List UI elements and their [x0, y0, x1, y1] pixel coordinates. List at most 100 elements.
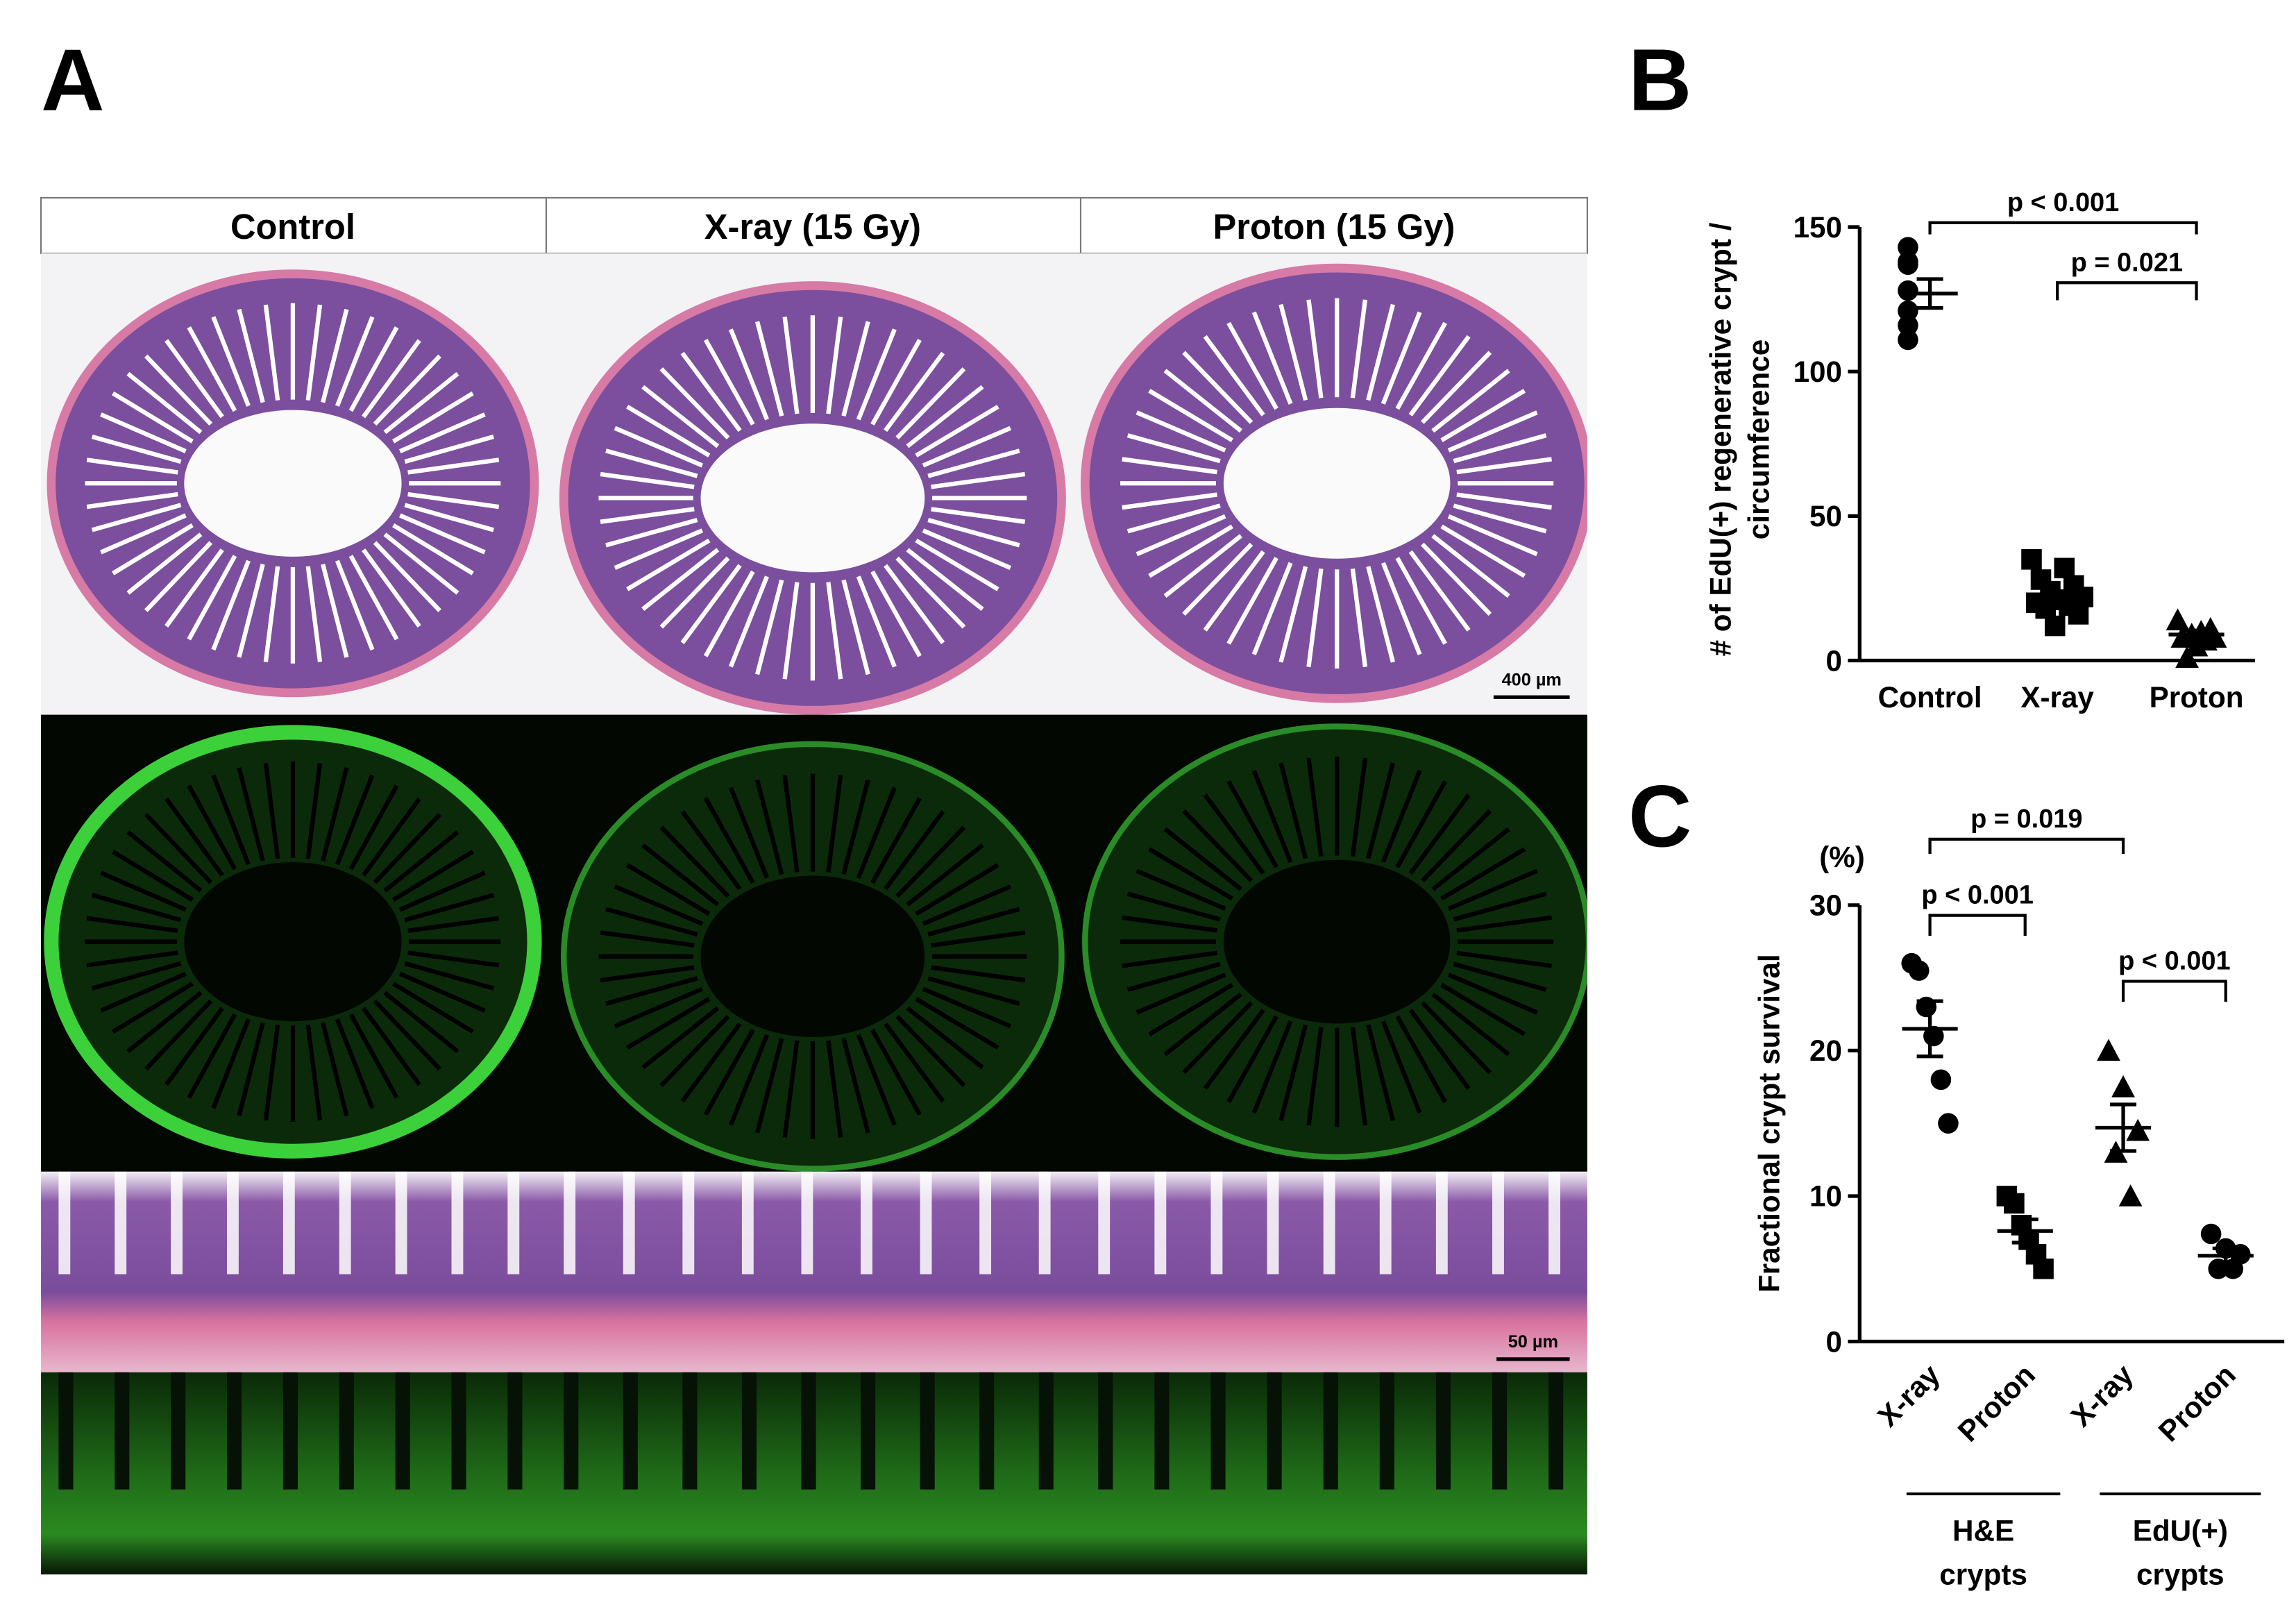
- comparison-bracket: [2056, 281, 2198, 301]
- villus: [600, 471, 695, 489]
- villus: [1122, 492, 1217, 510]
- villus: [126, 991, 203, 1054]
- villus: [703, 570, 755, 657]
- data-point: [1898, 314, 1918, 336]
- crypt: [1379, 1171, 1392, 1275]
- villus: [605, 448, 698, 478]
- villus: [237, 308, 265, 403]
- villus: [1306, 568, 1324, 668]
- crypt: [623, 1171, 635, 1275]
- crypt: [1548, 1372, 1564, 1490]
- villus: [1122, 457, 1217, 475]
- data-point: [2054, 557, 2075, 579]
- villus: [922, 528, 1012, 570]
- villus: [1278, 762, 1308, 859]
- x-tick-label: Control: [1878, 681, 1982, 714]
- crypt: [507, 1372, 523, 1490]
- crypt: [741, 1171, 754, 1275]
- y-tick-label: 0: [1826, 1325, 1842, 1358]
- villus: [626, 538, 711, 591]
- column-header: X-ray (15 Gy): [704, 207, 921, 246]
- villus: [884, 810, 945, 891]
- villus: [335, 1018, 375, 1109]
- villus: [211, 560, 251, 651]
- y-tick-label: 30: [1809, 889, 1842, 922]
- villus: [703, 1029, 755, 1116]
- data-point: [2033, 1258, 2054, 1279]
- villus: [404, 961, 494, 991]
- crypt: [1038, 1372, 1054, 1490]
- crypt: [1210, 1171, 1223, 1275]
- villus: [1456, 492, 1552, 510]
- villus: [348, 555, 399, 641]
- villus: [1251, 1020, 1293, 1114]
- villus: [91, 503, 182, 532]
- villus: [392, 982, 474, 1034]
- villus: [1163, 992, 1242, 1057]
- villus: [112, 850, 194, 902]
- villus: [1431, 827, 1510, 891]
- villus: [1251, 770, 1293, 864]
- data-point: [2111, 1075, 2135, 1098]
- villus: [407, 916, 500, 933]
- villus: [321, 767, 349, 861]
- villus: [263, 1024, 280, 1121]
- crypt: [1267, 1171, 1279, 1275]
- data-point: [1898, 329, 1918, 351]
- villus: [754, 779, 784, 875]
- villus: [335, 774, 375, 866]
- p-value: p = 0.019: [1970, 805, 2082, 834]
- villus: [680, 1022, 742, 1103]
- villus: [187, 1013, 237, 1099]
- villus: [362, 797, 421, 877]
- villus: [237, 767, 265, 861]
- data-point: [1898, 301, 1918, 321]
- he-sections: [47, 263, 1587, 715]
- he-zoom-row: [41, 1171, 1587, 1372]
- villus: [856, 575, 897, 668]
- villus: [884, 351, 945, 432]
- crypt: [1492, 1372, 1508, 1490]
- data-point: [1908, 960, 1930, 981]
- villus: [263, 762, 280, 859]
- comparison-bracket: [1928, 221, 2198, 235]
- villus: [362, 1007, 421, 1086]
- villus: [164, 1007, 224, 1086]
- x-tick-label: X-ray: [2064, 1358, 2139, 1433]
- villus: [1251, 562, 1293, 655]
- crypt: [227, 1372, 242, 1490]
- villus: [1366, 1024, 1395, 1122]
- villus: [641, 385, 720, 448]
- p-value: p < 0.001: [1921, 881, 2033, 910]
- crypt: [171, 1372, 186, 1490]
- villus: [1136, 868, 1226, 911]
- villus: [144, 999, 213, 1071]
- sem-bar: [2044, 589, 2071, 605]
- villus: [407, 491, 500, 510]
- sem-bar: [1916, 999, 1943, 1059]
- scale-bar-label: 50 µm: [1508, 1332, 1558, 1352]
- sem-bar: [1916, 277, 1943, 310]
- villus: [362, 548, 421, 628]
- villus: [373, 999, 441, 1071]
- villus: [626, 405, 711, 457]
- villus: [348, 784, 399, 871]
- crypt: [395, 1171, 407, 1275]
- villus: [1456, 950, 1552, 968]
- villus: [1148, 524, 1233, 578]
- villus: [1440, 389, 1526, 442]
- villus: [680, 351, 742, 432]
- villus: [1381, 1020, 1422, 1114]
- villus: [703, 338, 755, 426]
- villus: [1182, 542, 1253, 616]
- column-header: Proton (15 Gy): [1213, 207, 1455, 246]
- crypt: [1323, 1372, 1338, 1490]
- villus: [782, 582, 800, 680]
- villus: [931, 930, 1026, 948]
- villus: [1440, 524, 1526, 578]
- villus: [263, 304, 280, 401]
- villus: [1278, 303, 1308, 401]
- villus: [680, 564, 742, 644]
- lumen: [700, 875, 925, 1037]
- villus: [1431, 992, 1510, 1057]
